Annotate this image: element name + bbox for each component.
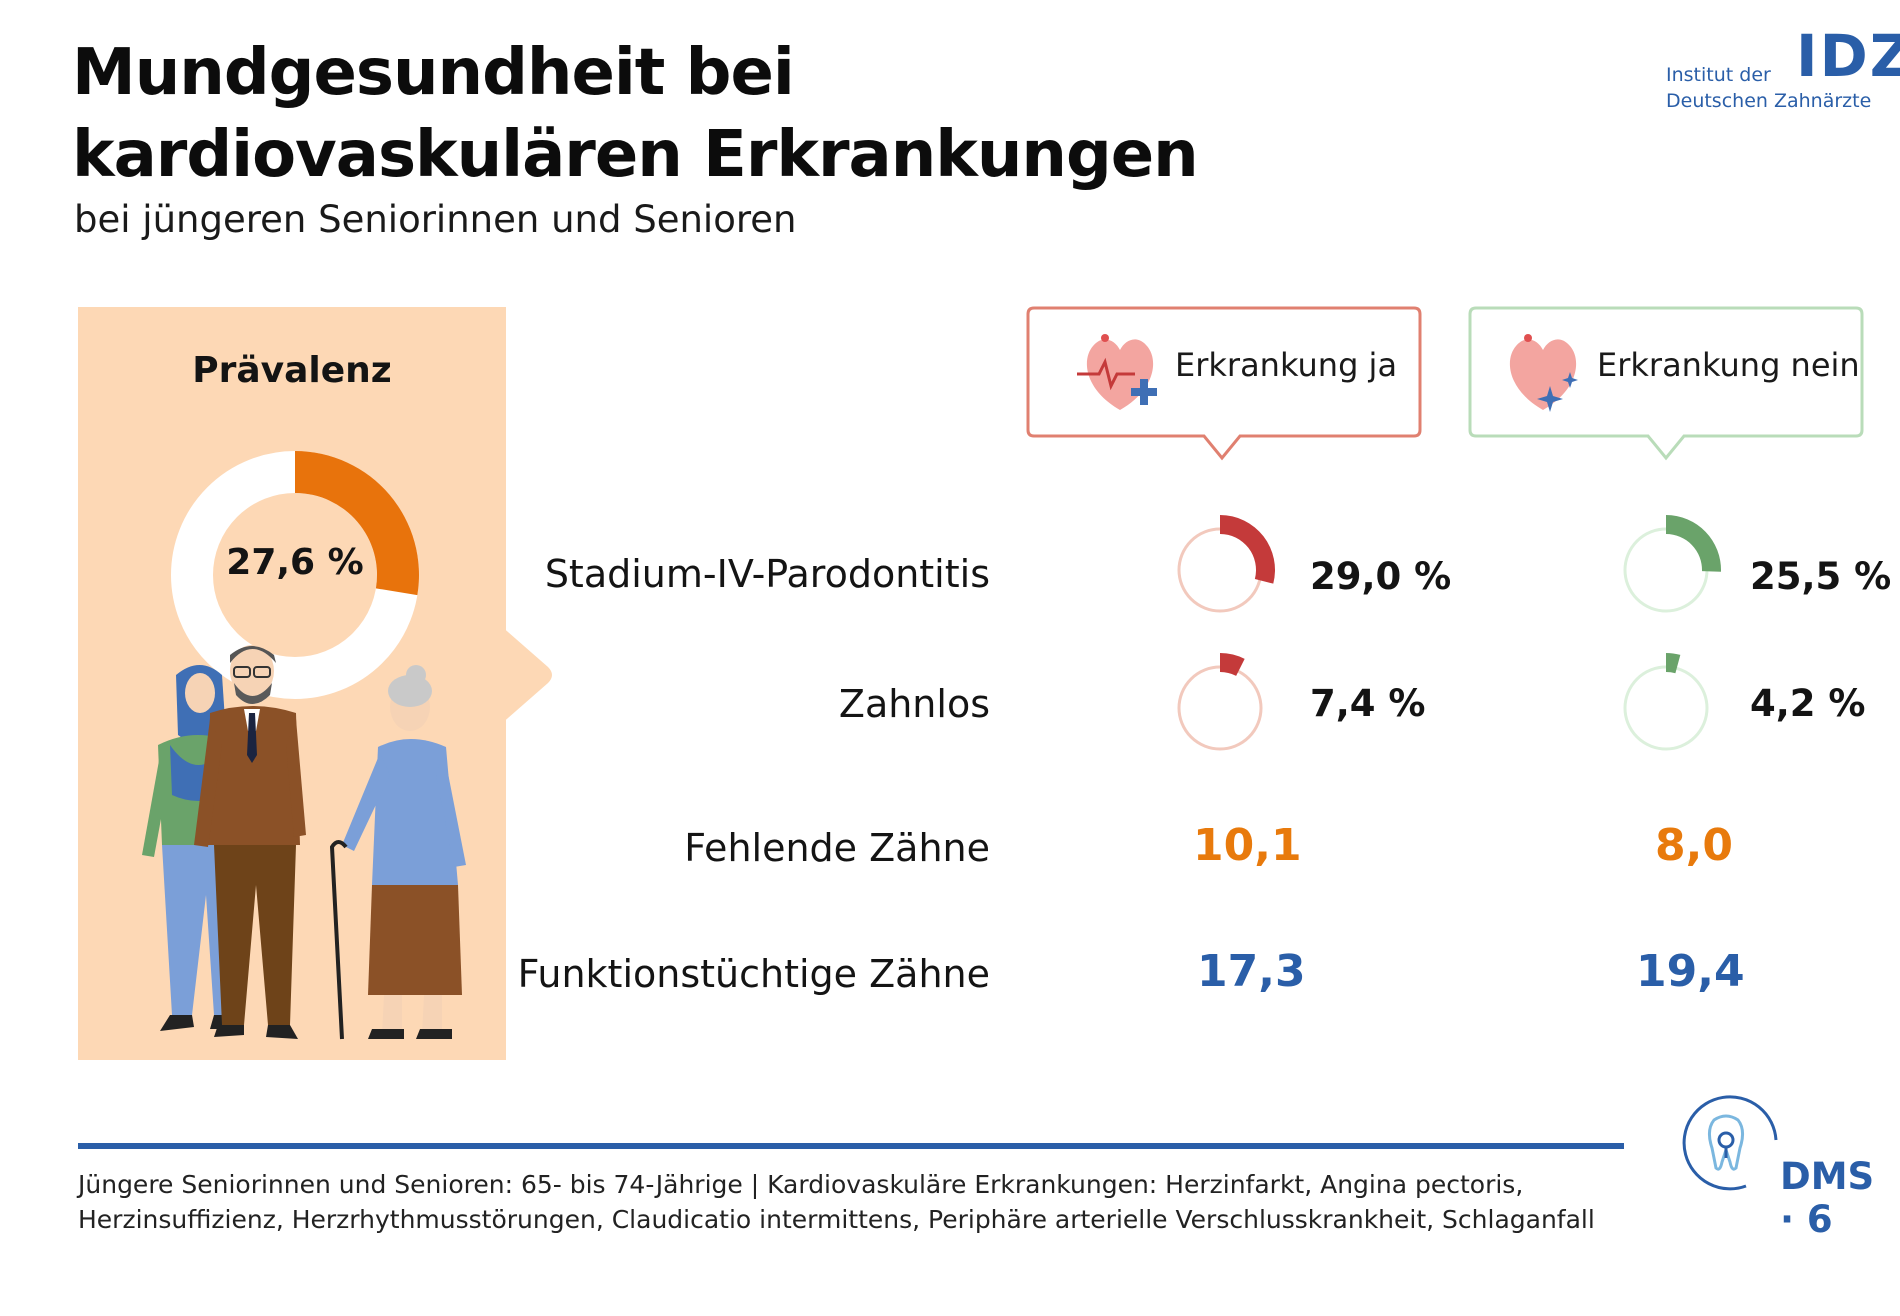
panel-pointer-icon: [500, 625, 552, 725]
value-funktion-zaehne-ja: 17,3: [1197, 946, 1306, 997]
value-zahnlos-nein: 4,2 %: [1750, 682, 1866, 725]
dms-tooth-logo-icon: [1682, 1095, 1778, 1191]
donut-arc-stadium-ja: [1220, 515, 1275, 584]
value-stadium-nein: 25,5 %: [1750, 555, 1892, 598]
group-label-nein: Erkrankung nein: [1597, 346, 1860, 384]
footnote-line-1: Jüngere Seniorinnen und Senioren: 65- bi…: [78, 1170, 1524, 1199]
donut-arc-stadium-nein: [1666, 515, 1721, 572]
donut-arc-zahnlos-nein: [1666, 653, 1681, 674]
title-line-1: Mundgesundheit bei: [72, 36, 795, 110]
logo-text-line-1: Institut der: [1666, 64, 1771, 86]
seniors-illustration: [142, 645, 466, 1040]
donut-stadium-nein: [1623, 515, 1721, 613]
page-title: Mundgesundheit bei kardiovaskulären Erkr…: [72, 32, 1199, 196]
prevalence-title: Prävalenz: [192, 350, 392, 391]
heart-sparkle-icon: [1509, 334, 1578, 412]
prevalence-donut-arc: [295, 451, 419, 596]
man-figure: [194, 645, 306, 1039]
donut-stadium-ja: [1177, 515, 1275, 613]
value-fehlende-zaehne-ja: 10,1: [1193, 820, 1302, 871]
logo-text-line-2: Deutschen Zahnärzte: [1666, 90, 1872, 112]
value-stadium-ja: 29,0 %: [1310, 555, 1452, 598]
row-label-zahnlos: Zahnlos: [838, 682, 990, 726]
value-fehlende-zaehne-nein: 8,0: [1655, 820, 1733, 871]
page-subtitle: bei jüngeren Seniorinnen und Senioren: [74, 198, 797, 241]
heart-plus-icon: [1077, 334, 1157, 410]
value-funktion-zaehne-nein: 19,4: [1636, 946, 1745, 997]
donut-zahnlos-ja: [1177, 653, 1263, 751]
prevalence-donut: [171, 451, 419, 699]
woman-cane-figure: [329, 665, 466, 1040]
dms-logo-text: DMS · 6: [1780, 1155, 1875, 1241]
footnote-line-2: Herzinsuffizienz, Herzrhythmusstörungen,…: [78, 1205, 1595, 1234]
donut-zahnlos-nein: [1623, 653, 1709, 751]
row-label-stadium: Stadium-IV-Parodontitis: [544, 552, 990, 596]
value-zahnlos-ja: 7,4 %: [1310, 682, 1426, 725]
group-label-ja: Erkrankung ja: [1175, 346, 1398, 384]
donut-arc-zahnlos-ja: [1220, 653, 1245, 676]
prevalence-value: 27,6 %: [226, 542, 364, 583]
row-label-fehlende-zaehne: Fehlende Zähne: [684, 826, 990, 870]
title-line-2: kardiovaskulären Erkrankungen: [72, 118, 1199, 192]
idz-logo-letters: IDZ: [1796, 22, 1900, 90]
footer-divider: [78, 1143, 1624, 1149]
donut-track: [1177, 665, 1263, 751]
row-label-funktionstuechtige-zaehne: Funktionstüchtige Zähne: [517, 952, 990, 996]
donut-track: [1623, 665, 1709, 751]
